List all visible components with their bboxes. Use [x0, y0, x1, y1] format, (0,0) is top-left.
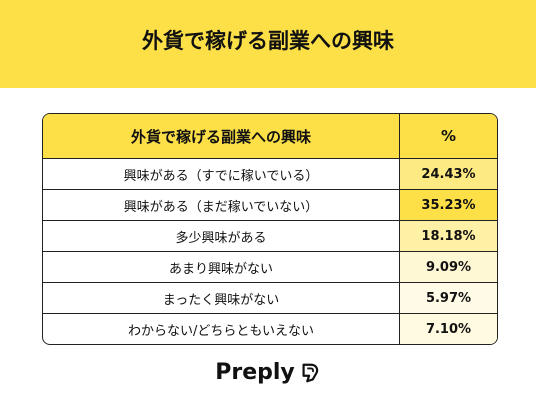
- row-value: 35.23%: [400, 190, 497, 220]
- data-table: 外貨で稼げる副業への興味 % 興味がある（すでに稼いでいる） 24.43% 興味…: [42, 113, 498, 345]
- page-title: 外貨で稼げる副業への興味: [142, 29, 394, 53]
- row-label: まったく興味がない: [43, 283, 400, 313]
- logo-text: Preply: [215, 360, 295, 385]
- row-label: わからない/どちらともいえない: [43, 314, 400, 344]
- preply-logo: Preply: [0, 360, 536, 385]
- table-row: まったく興味がない 5.97%: [43, 282, 497, 313]
- row-value: 24.43%: [400, 159, 497, 189]
- row-label: あまり興味がない: [43, 252, 400, 282]
- row-value: 7.10%: [400, 314, 497, 344]
- table-row: 興味がある（まだ稼いでいない） 35.23%: [43, 189, 497, 220]
- table-header: 外貨で稼げる副業への興味 %: [43, 114, 497, 158]
- title-banner: 外貨で稼げる副業への興味: [0, 0, 536, 88]
- row-value: 18.18%: [400, 221, 497, 251]
- row-label: 興味がある（まだ稼いでいない）: [43, 190, 400, 220]
- preply-logo-icon: [302, 363, 318, 382]
- table-row: 興味がある（すでに稼いでいる） 24.43%: [43, 158, 497, 189]
- table-row: あまり興味がない 9.09%: [43, 251, 497, 282]
- table-row: 多少興味がある 18.18%: [43, 220, 497, 251]
- row-value: 5.97%: [400, 283, 497, 313]
- row-label: 多少興味がある: [43, 221, 400, 251]
- header-label: 外貨で稼げる副業への興味: [43, 114, 400, 158]
- table-row: わからない/どちらともいえない 7.10%: [43, 313, 497, 344]
- row-label: 興味がある（すでに稼いでいる）: [43, 159, 400, 189]
- header-value: %: [440, 127, 457, 145]
- row-value: 9.09%: [400, 252, 497, 282]
